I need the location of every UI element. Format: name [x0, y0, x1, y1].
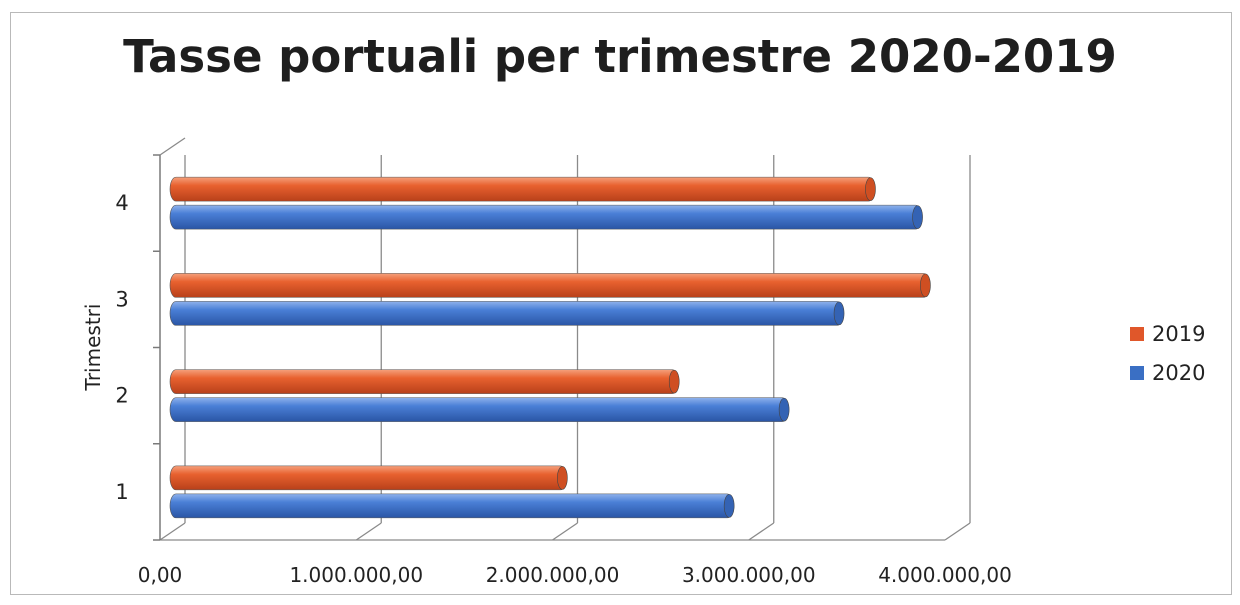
bar-cap-2020-q2 [778, 397, 790, 422]
legend-swatch-2020 [1130, 366, 1144, 380]
bar-cap-2020-q3 [833, 301, 845, 326]
chart-title: Tasse portuali per trimestre 2020-2019 [123, 30, 1117, 83]
bar-2019-q3 [169, 273, 930, 298]
x-tick-label: 2.000.000,00 [486, 563, 620, 587]
y-tick-label: 1 [115, 480, 128, 504]
y-tick-label: 3 [115, 287, 128, 311]
bar-cap-2019-q3 [920, 273, 931, 298]
legend: 2019 2020 [1130, 320, 1205, 398]
legend-label-2019: 2019 [1152, 322, 1206, 346]
y-axis-label: Trimestri [81, 304, 105, 392]
bar-cap-2020-q1 [723, 494, 735, 518]
bar-2020-q2 [169, 397, 789, 422]
legend-label-2020: 2020 [1152, 361, 1206, 385]
bar-cap-2019-q1 [557, 466, 568, 490]
floor-gridline [748, 522, 775, 541]
bar-2020-q4 [169, 204, 922, 230]
legend-item-2020: 2020 [1130, 359, 1205, 387]
bar-cap-2020-q4 [912, 205, 923, 229]
bar-2019-q4 [169, 176, 875, 202]
floor-gridline [944, 522, 971, 541]
x-tick-label: 3.000.000,00 [682, 563, 816, 587]
bar-cap-2019-q2 [668, 369, 680, 394]
bar-2019-q1 [169, 465, 567, 491]
legend-item-2019: 2019 [1130, 320, 1205, 348]
y-tick-label: 4 [115, 191, 128, 215]
bar-2020-q1 [169, 493, 734, 519]
floor-gridline [355, 522, 382, 541]
floor-gridline [159, 522, 186, 541]
legend-swatch-2019 [1130, 327, 1144, 341]
bar-2019-q2 [169, 369, 679, 394]
x-tick-label: 0,00 [138, 563, 183, 587]
x-tick-label: 4.000.000,00 [878, 563, 1012, 587]
back-wall-edge [159, 137, 186, 156]
bar-cap-2019-q4 [865, 177, 876, 201]
y-tick-label: 2 [115, 384, 128, 408]
x-tick-label: 1.000.000,00 [289, 563, 423, 587]
floor-gridline [552, 522, 578, 541]
bar-2020-q3 [169, 301, 844, 326]
